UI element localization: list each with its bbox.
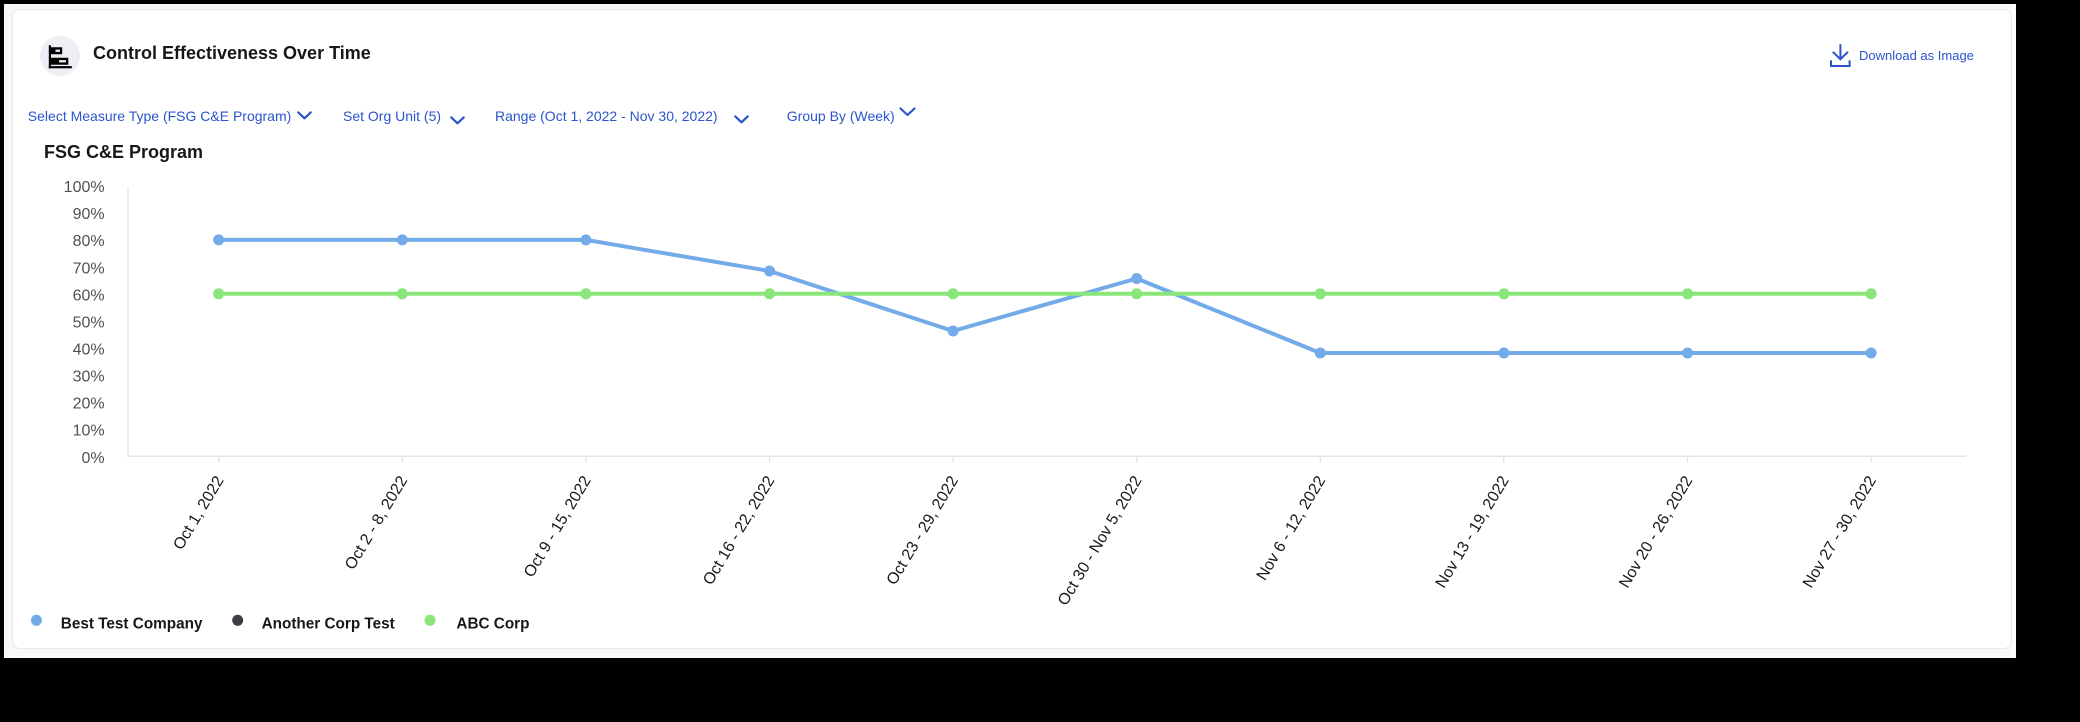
svg-text:Nov 20 - 26, 2022: Nov 20 - 26, 2022 bbox=[1616, 473, 1696, 591]
svg-text:ABC Corp: ABC Corp bbox=[456, 616, 529, 633]
svg-text:Best Test Company: Best Test Company bbox=[61, 616, 203, 633]
svg-text:20%: 20% bbox=[73, 396, 105, 413]
svg-text:Oct 1, 2022: Oct 1, 2022 bbox=[170, 473, 227, 553]
svg-text:Another Corp Test: Another Corp Test bbox=[262, 616, 395, 633]
svg-text:Nov 13 - 19, 2022: Nov 13 - 19, 2022 bbox=[1433, 473, 1513, 591]
svg-text:Nov 6 - 12, 2022: Nov 6 - 12, 2022 bbox=[1254, 473, 1330, 583]
svg-text:Oct 2 - 8, 2022: Oct 2 - 8, 2022 bbox=[342, 473, 411, 573]
svg-text:Nov 27 - 30, 2022: Nov 27 - 30, 2022 bbox=[1800, 473, 1880, 591]
svg-text:50%: 50% bbox=[73, 314, 105, 331]
svg-text:80%: 80% bbox=[73, 233, 105, 250]
svg-text:100%: 100% bbox=[64, 179, 105, 196]
svg-text:0%: 0% bbox=[81, 450, 104, 467]
svg-text:30%: 30% bbox=[73, 369, 105, 386]
svg-text:40%: 40% bbox=[73, 342, 105, 359]
svg-text:Oct 9 - 15, 2022: Oct 9 - 15, 2022 bbox=[521, 473, 595, 580]
svg-text:Oct 23 - 29, 2022: Oct 23 - 29, 2022 bbox=[884, 473, 962, 588]
svg-text:10%: 10% bbox=[73, 423, 105, 440]
svg-text:Oct 30 - Nov 5, 2022: Oct 30 - Nov 5, 2022 bbox=[1055, 473, 1146, 608]
svg-text:60%: 60% bbox=[73, 287, 105, 304]
svg-text:Oct 16 - 22, 2022: Oct 16 - 22, 2022 bbox=[700, 473, 778, 588]
svg-text:90%: 90% bbox=[73, 206, 105, 223]
svg-text:70%: 70% bbox=[73, 260, 105, 277]
